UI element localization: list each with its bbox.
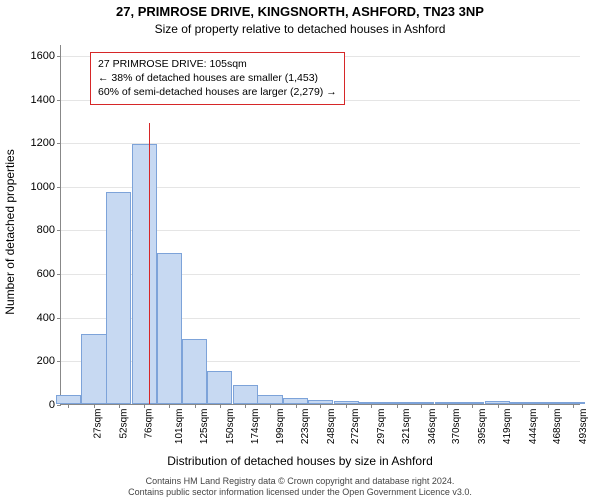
ytick-mark bbox=[57, 143, 61, 144]
xtick-mark bbox=[472, 404, 473, 408]
chart-subtitle: Size of property relative to detached ho… bbox=[0, 22, 600, 36]
xtick-mark bbox=[296, 404, 297, 408]
footer-attribution: Contains HM Land Registry data © Crown c… bbox=[0, 476, 600, 499]
histogram-bar bbox=[257, 395, 282, 404]
ytick-mark bbox=[57, 187, 61, 188]
xtick-label: 27sqm bbox=[93, 409, 104, 439]
xtick-label: 223sqm bbox=[300, 409, 311, 445]
histogram-bar bbox=[182, 339, 207, 404]
xtick-label: 444sqm bbox=[528, 409, 539, 445]
chart-container: 27, PRIMROSE DRIVE, KINGSNORTH, ASHFORD,… bbox=[0, 0, 600, 500]
xtick-label: 101sqm bbox=[174, 409, 185, 445]
xtick-mark bbox=[220, 404, 221, 408]
annotation-line-3: 60% of semi-detached houses are larger (… bbox=[98, 85, 337, 99]
ytick-mark bbox=[57, 405, 61, 406]
ytick-label: 1200 bbox=[31, 137, 55, 149]
xtick-label: 174sqm bbox=[250, 409, 261, 445]
xtick-mark bbox=[346, 404, 347, 408]
footer-line-2: Contains public sector information licen… bbox=[0, 487, 600, 498]
xtick-label: 125sqm bbox=[199, 409, 210, 445]
ytick-mark bbox=[57, 318, 61, 319]
histogram-bar bbox=[81, 334, 106, 404]
ytick-label: 1600 bbox=[31, 50, 55, 62]
histogram-bar bbox=[56, 395, 81, 404]
xtick-mark bbox=[371, 404, 372, 408]
ytick-mark bbox=[57, 274, 61, 275]
xtick-label: 248sqm bbox=[326, 409, 337, 445]
ytick-label: 0 bbox=[49, 399, 55, 411]
xtick-mark bbox=[522, 404, 523, 408]
xtick-mark bbox=[498, 404, 499, 408]
histogram-bar bbox=[157, 253, 182, 404]
annotation-line-2: ← 38% of detached houses are smaller (1,… bbox=[98, 71, 337, 85]
xtick-label: 272sqm bbox=[351, 409, 362, 445]
xtick-label: 52sqm bbox=[118, 409, 129, 439]
xtick-mark bbox=[270, 404, 271, 408]
xtick-mark bbox=[397, 404, 398, 408]
chart-title-address: 27, PRIMROSE DRIVE, KINGSNORTH, ASHFORD,… bbox=[0, 4, 600, 19]
xtick-mark bbox=[144, 404, 145, 408]
ytick-label: 600 bbox=[37, 268, 55, 280]
xtick-mark bbox=[119, 404, 120, 408]
histogram-bar bbox=[207, 371, 232, 404]
ytick-label: 200 bbox=[37, 355, 55, 367]
annotation-line-1: 27 PRIMROSE DRIVE: 105sqm bbox=[98, 57, 337, 71]
xtick-mark bbox=[548, 404, 549, 408]
xtick-label: 468sqm bbox=[552, 409, 563, 445]
xtick-mark bbox=[245, 404, 246, 408]
annotation-box: 27 PRIMROSE DRIVE: 105sqm ← 38% of detac… bbox=[90, 52, 345, 105]
xtick-label: 297sqm bbox=[376, 409, 387, 445]
property-marker-line bbox=[149, 123, 150, 404]
ytick-label: 800 bbox=[37, 224, 55, 236]
ytick-mark bbox=[57, 361, 61, 362]
histogram-bar bbox=[106, 192, 131, 404]
histogram-bar bbox=[132, 144, 157, 404]
xtick-mark bbox=[447, 404, 448, 408]
x-axis-label: Distribution of detached houses by size … bbox=[0, 454, 600, 468]
xtick-mark bbox=[169, 404, 170, 408]
xtick-mark bbox=[421, 404, 422, 408]
histogram-bar bbox=[233, 385, 258, 404]
ytick-mark bbox=[57, 100, 61, 101]
xtick-label: 150sqm bbox=[225, 409, 236, 445]
xtick-label: 370sqm bbox=[451, 409, 462, 445]
xtick-mark bbox=[195, 404, 196, 408]
xtick-mark bbox=[94, 404, 95, 408]
ytick-label: 400 bbox=[37, 312, 55, 324]
xtick-label: 419sqm bbox=[502, 409, 513, 445]
xtick-label: 395sqm bbox=[477, 409, 488, 445]
ytick-label: 1400 bbox=[31, 94, 55, 106]
xtick-label: 346sqm bbox=[427, 409, 438, 445]
xtick-label: 199sqm bbox=[275, 409, 286, 445]
y-axis-label: Number of detached properties bbox=[3, 149, 17, 314]
xtick-label: 321sqm bbox=[401, 409, 412, 445]
xtick-label: 493sqm bbox=[578, 409, 589, 445]
ytick-label: 1000 bbox=[31, 181, 55, 193]
footer-line-1: Contains HM Land Registry data © Crown c… bbox=[0, 476, 600, 487]
xtick-mark bbox=[68, 404, 69, 408]
ytick-mark bbox=[57, 56, 61, 57]
ytick-mark bbox=[57, 230, 61, 231]
xtick-mark bbox=[320, 404, 321, 408]
xtick-mark bbox=[573, 404, 574, 408]
xtick-label: 76sqm bbox=[143, 409, 154, 439]
